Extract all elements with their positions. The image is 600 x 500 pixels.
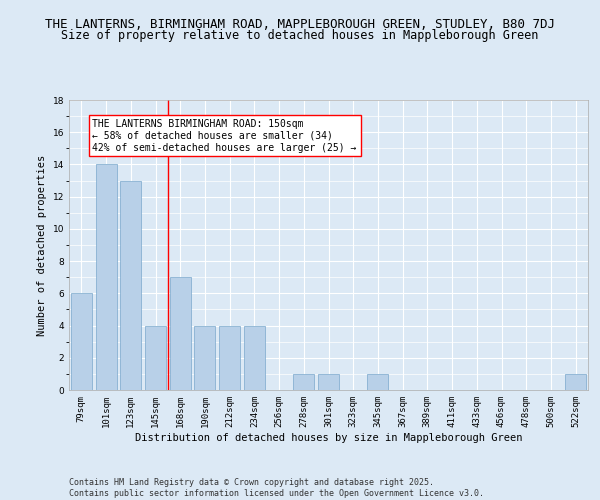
Bar — [293, 374, 314, 390]
Bar — [565, 374, 586, 390]
Text: Size of property relative to detached houses in Mappleborough Green: Size of property relative to detached ho… — [61, 29, 539, 42]
Bar — [170, 277, 191, 390]
Bar — [318, 374, 339, 390]
Bar — [244, 326, 265, 390]
Bar — [219, 326, 240, 390]
X-axis label: Distribution of detached houses by size in Mappleborough Green: Distribution of detached houses by size … — [135, 432, 522, 442]
Bar — [95, 164, 116, 390]
Text: Contains HM Land Registry data © Crown copyright and database right 2025.
Contai: Contains HM Land Registry data © Crown c… — [69, 478, 484, 498]
Y-axis label: Number of detached properties: Number of detached properties — [37, 154, 47, 336]
Bar — [71, 294, 92, 390]
Bar — [120, 180, 141, 390]
Bar — [145, 326, 166, 390]
Text: THE LANTERNS, BIRMINGHAM ROAD, MAPPLEBOROUGH GREEN, STUDLEY, B80 7DJ: THE LANTERNS, BIRMINGHAM ROAD, MAPPLEBOR… — [45, 18, 555, 30]
Text: THE LANTERNS BIRMINGHAM ROAD: 150sqm
← 58% of detached houses are smaller (34)
4: THE LANTERNS BIRMINGHAM ROAD: 150sqm ← 5… — [92, 120, 357, 152]
Bar — [194, 326, 215, 390]
Bar — [367, 374, 388, 390]
